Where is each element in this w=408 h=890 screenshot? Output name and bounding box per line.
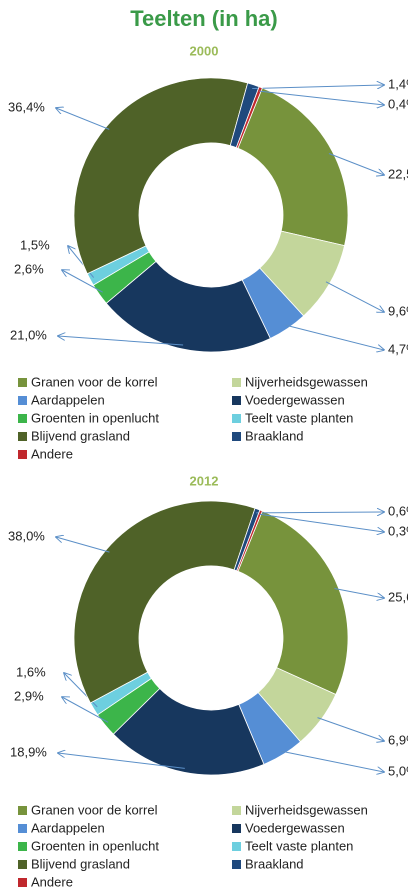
value-label: 22,5% (388, 166, 408, 181)
label-arrow (58, 336, 184, 346)
legend-label: Groenten in openlucht (31, 410, 159, 425)
donut-slice (236, 509, 263, 572)
legend-swatch (18, 432, 27, 441)
title: Teelten (in ha) (130, 6, 278, 31)
value-label: 5,0% (388, 763, 408, 778)
label-arrow (317, 717, 384, 741)
legend-swatch (232, 378, 241, 387)
legend-swatch (18, 842, 27, 851)
label-arrow (62, 697, 109, 723)
chart-subtitle: 2012 (190, 473, 219, 488)
legend-swatch (18, 450, 27, 459)
label-arrow (334, 588, 384, 598)
label-arrow (259, 90, 384, 105)
donut-slice (73, 77, 249, 275)
legend-swatch (18, 806, 27, 815)
legend-label: Braakland (245, 856, 304, 871)
legend-label: Teelt vaste planten (245, 410, 353, 425)
legend-swatch (232, 842, 241, 851)
value-label: 2,9% (14, 688, 44, 703)
value-label: 0,3% (388, 523, 408, 538)
value-label: 6,9% (388, 732, 408, 747)
legend-label: Granen voor de korrel (31, 802, 158, 817)
value-label: 0,4% (388, 96, 408, 111)
legend-label: Granen voor de korrel (31, 374, 158, 389)
label-arrow (325, 281, 384, 312)
value-label: 21,0% (10, 327, 47, 342)
legend-label: Aardappelen (31, 820, 105, 835)
legend-label: Nijverheidsgewassen (245, 802, 368, 817)
legend-swatch (232, 860, 241, 869)
legend-label: Blijvend grasland (31, 428, 130, 443)
label-arrow (56, 108, 110, 130)
value-label: 9,6% (388, 303, 408, 318)
legend-swatch (18, 378, 27, 387)
legend-label: Nijverheidsgewassen (245, 374, 368, 389)
legend-swatch (18, 396, 27, 405)
legend-label: Voedergewassen (245, 392, 345, 407)
legend-swatch (232, 806, 241, 815)
legend-swatch (18, 824, 27, 833)
legend-swatch (232, 824, 241, 833)
value-label: 1,5% (20, 237, 50, 252)
legend-swatch (18, 878, 27, 887)
label-arrow (256, 512, 384, 513)
legend-swatch (18, 860, 27, 869)
legend-label: Braakland (245, 428, 304, 443)
value-label: 1,4% (388, 76, 408, 91)
value-label: 4,7% (388, 341, 408, 356)
donut-slice (105, 260, 271, 353)
legend-swatch (18, 414, 27, 423)
donut-slice (73, 500, 256, 704)
donut-slice (237, 87, 349, 247)
label-arrow (56, 537, 110, 553)
legend-label: Aardappelen (31, 392, 105, 407)
legend-label: Voedergewassen (245, 820, 345, 835)
legend-swatch (232, 414, 241, 423)
chart-subtitle: 2000 (190, 43, 219, 58)
value-label: 0,6% (388, 503, 408, 518)
donut-slice (237, 510, 349, 696)
value-label: 36,4% (8, 99, 45, 114)
label-arrow (62, 270, 103, 293)
legend-swatch (232, 432, 241, 441)
value-label: 18,9% (10, 744, 47, 759)
legend-swatch (232, 396, 241, 405)
label-arrow (58, 753, 185, 769)
legend-label: Teelt vaste planten (245, 838, 353, 853)
label-arrow (259, 513, 384, 532)
label-arrow (328, 153, 384, 175)
label-arrow (280, 750, 384, 772)
value-label: 2,6% (14, 261, 44, 276)
legend-label: Groenten in openlucht (31, 838, 159, 853)
value-label: 38,0% (8, 528, 45, 543)
value-label: 25,6% (388, 589, 408, 604)
label-arrow (285, 324, 384, 350)
label-arrow (252, 85, 384, 89)
donut-slice (235, 86, 263, 149)
value-label: 1,6% (16, 664, 46, 679)
legend-label: Andere (31, 446, 73, 461)
legend-label: Andere (31, 874, 73, 889)
legend-label: Blijvend grasland (31, 856, 130, 871)
